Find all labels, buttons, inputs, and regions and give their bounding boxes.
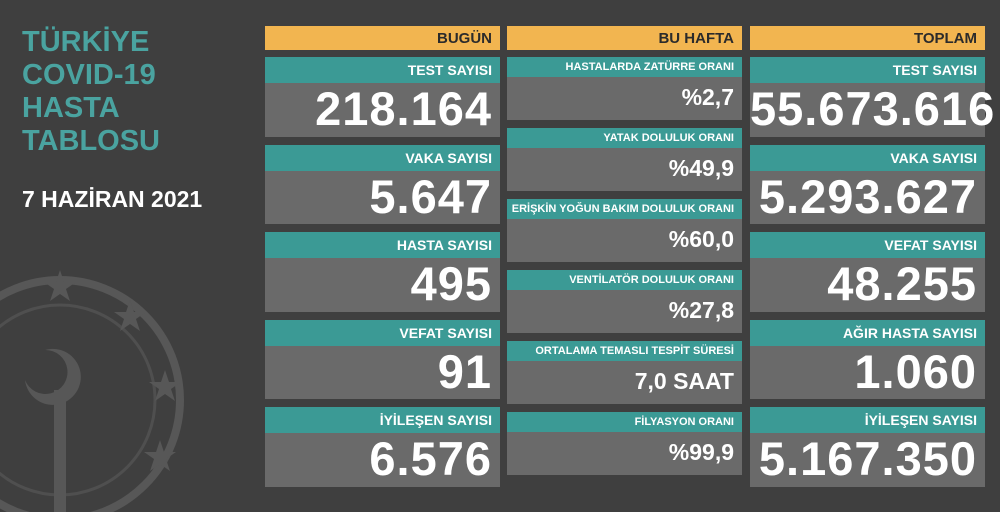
column-header: TOPLAM bbox=[750, 26, 985, 50]
stat-card: VEFAT SAYISI 48.255 bbox=[750, 232, 985, 312]
stat-value: 5.167.350 bbox=[758, 432, 977, 485]
stat-value: %2,7 bbox=[681, 84, 734, 110]
stat-value: 5.293.627 bbox=[758, 169, 977, 223]
title-line: TÜRKİYE bbox=[22, 26, 150, 58]
stat-value: 1.060 bbox=[854, 344, 977, 398]
stat-card: AĞIR HASTA SAYISI 1.060 bbox=[750, 319, 985, 399]
stat-card: HASTA SAYISI 495 bbox=[265, 232, 500, 312]
stat-card: YATAK DOLULUK ORANI %49,9 bbox=[507, 128, 742, 191]
stat-value: 6.576 bbox=[369, 432, 492, 485]
stat-label: HASTA SAYISI bbox=[265, 232, 500, 258]
stat-value: 91 bbox=[437, 344, 492, 398]
stat-label: VENTİLATÖR DOLULUK ORANI bbox=[507, 270, 742, 290]
column-header: BU HAFTA bbox=[507, 26, 742, 50]
stat-value: 495 bbox=[410, 257, 492, 310]
stat-label: ERİŞKİN YOĞUN BAKIM DOLULUK ORANI bbox=[507, 199, 742, 219]
stat-card: İYİLEŞEN SAYISI 5.167.350 bbox=[750, 407, 985, 487]
stat-value: 218.164 bbox=[315, 82, 492, 135]
stat-value: 55.673.616 bbox=[750, 82, 996, 135]
stat-card: VAKA SAYISI 5.647 bbox=[265, 144, 500, 224]
stat-label: İYİLEŞEN SAYISI bbox=[265, 407, 500, 433]
stat-card: HASTALARDA ZATÜRRE ORANI %2,7 bbox=[507, 57, 742, 120]
stat-card: VAKA SAYISI 5.293.627 bbox=[750, 144, 985, 224]
column-header: BUGÜN bbox=[265, 26, 500, 50]
stat-label: TEST SAYISI bbox=[750, 57, 985, 83]
stat-label: TEST SAYISI bbox=[265, 57, 500, 83]
stat-value: 5.647 bbox=[369, 169, 492, 223]
stat-value: 48.255 bbox=[827, 257, 977, 310]
stat-label: HASTALARDA ZATÜRRE ORANI bbox=[507, 57, 742, 77]
stat-card: ORTALAMA TEMASLI TESPİT SÜRESİ 7,0 SAAT bbox=[507, 341, 742, 404]
stat-label: AĞIR HASTA SAYISI bbox=[750, 319, 985, 346]
stat-value: %60,0 bbox=[668, 226, 734, 252]
stat-label: VEFAT SAYISI bbox=[265, 319, 500, 346]
title-line: COVID-19 bbox=[22, 59, 156, 91]
stat-value: %99,9 bbox=[668, 439, 734, 465]
stat-label: ORTALAMA TEMASLI TESPİT SÜRESİ bbox=[507, 341, 742, 361]
stat-label: YATAK DOLULUK ORANI bbox=[507, 128, 742, 148]
stat-label: VAKA SAYISI bbox=[265, 144, 500, 171]
stat-card: TEST SAYISI 55.673.616 bbox=[750, 57, 996, 137]
stat-card: İYİLEŞEN SAYISI 6.576 bbox=[265, 407, 500, 487]
stat-label: VAKA SAYISI bbox=[750, 144, 985, 171]
emblem bbox=[0, 270, 184, 512]
stat-label: VEFAT SAYISI bbox=[750, 232, 985, 258]
stat-card: FİLYASYON ORANI %99,9 bbox=[507, 412, 742, 475]
stat-value: 7,0 SAAT bbox=[634, 368, 734, 394]
stat-card: ERİŞKİN YOĞUN BAKIM DOLULUK ORANI %60,0 bbox=[507, 199, 742, 262]
title-line: HASTA bbox=[22, 92, 120, 124]
stat-card: TEST SAYISI 218.164 bbox=[265, 57, 500, 137]
date: 7 HAZİRAN 2021 bbox=[22, 186, 203, 212]
stat-value: %49,9 bbox=[668, 155, 734, 181]
stat-value: %27,8 bbox=[668, 297, 734, 323]
title-line: TABLOSU bbox=[22, 125, 161, 157]
stat-label: FİLYASYON ORANI bbox=[507, 412, 742, 432]
stat-card: VEFAT SAYISI 91 bbox=[265, 319, 500, 399]
stat-label: İYİLEŞEN SAYISI bbox=[750, 407, 985, 433]
stat-card: VENTİLATÖR DOLULUK ORANI %27,8 bbox=[507, 270, 742, 333]
